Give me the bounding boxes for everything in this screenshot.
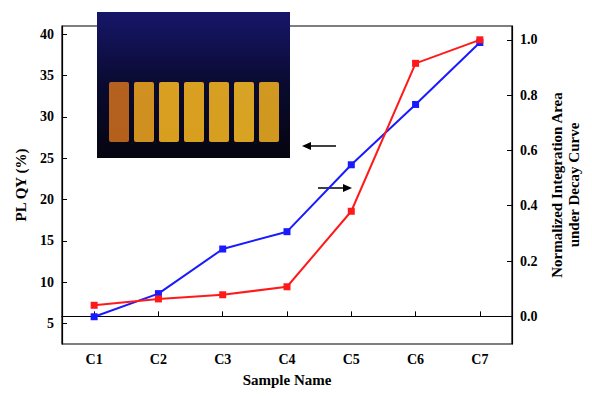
svg-text:5: 5 [47,316,54,331]
svg-text:0.2: 0.2 [520,254,538,269]
svg-text:C5: C5 [343,352,360,367]
svg-text:C4: C4 [278,352,295,367]
svg-text:C1: C1 [86,352,103,367]
svg-text:PL QY (%): PL QY (%) [13,149,30,222]
svg-text:C3: C3 [214,352,231,367]
svg-text:25: 25 [40,151,54,166]
svg-text:C2: C2 [150,352,167,367]
svg-text:C7: C7 [471,352,488,367]
svg-text:0.6: 0.6 [520,143,538,158]
svg-text:20: 20 [40,192,54,207]
svg-text:1.0: 1.0 [520,32,538,47]
svg-text:0.8: 0.8 [520,88,538,103]
svg-text:Sample Name: Sample Name [243,372,332,388]
svg-text:10: 10 [40,275,54,290]
svg-text:40: 40 [40,27,54,42]
svg-text:0.0: 0.0 [520,309,538,324]
svg-text:30: 30 [40,109,54,124]
svg-text:C6: C6 [407,352,424,367]
svg-text:15: 15 [40,233,54,248]
svg-text:35: 35 [40,68,54,83]
svg-text:0.4: 0.4 [520,198,538,213]
svg-text:under Decay Curve: under Decay Curve [566,122,582,247]
svg-text:Normalized Integration Area: Normalized Integration Area [549,92,565,278]
